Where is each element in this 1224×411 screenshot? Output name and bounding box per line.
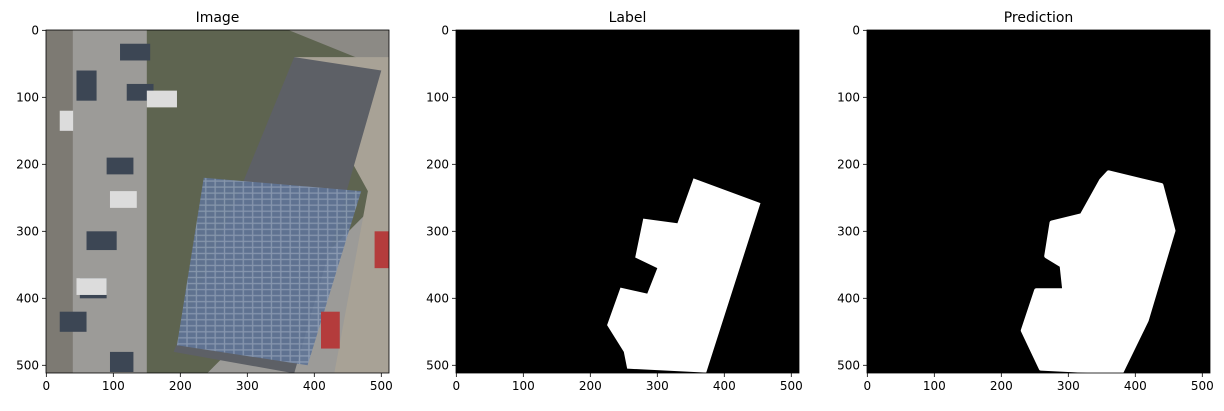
y-tick-label: 400 — [16, 291, 39, 305]
prediction-mask — [867, 30, 1210, 373]
x-tick-label: 200 — [990, 379, 1013, 393]
x-tick-label: 0 — [864, 379, 872, 393]
x-tick-label: 400 — [303, 379, 326, 393]
x-tick-label: 100 — [923, 379, 946, 393]
aerial-image — [46, 30, 389, 373]
x-tick-label: 100 — [512, 379, 535, 393]
y-tick-label: 500 — [426, 358, 449, 372]
x-tick-label: 500 — [780, 379, 803, 393]
y-tick-label: 300 — [16, 224, 39, 238]
y-tick-label: 300 — [837, 224, 860, 238]
axes-frame — [455, 29, 800, 374]
y-tick-label: 0 — [852, 23, 860, 37]
y-tick-label: 400 — [837, 291, 860, 305]
y-tick-label: 200 — [16, 157, 39, 171]
y-tick-label: 500 — [837, 358, 860, 372]
x-tick-label: 300 — [236, 379, 259, 393]
x-tick-label: 300 — [1057, 379, 1080, 393]
y-tick-label: 100 — [837, 90, 860, 104]
x-tick-label: 300 — [646, 379, 669, 393]
x-tick-label: 100 — [102, 379, 125, 393]
label-mask — [456, 30, 799, 373]
y-tick-label: 200 — [426, 157, 449, 171]
x-tick-label: 500 — [370, 379, 393, 393]
axes-title: Label — [609, 10, 647, 26]
y-tick-label: 200 — [837, 157, 860, 171]
x-tick-label: 0 — [453, 379, 461, 393]
x-tick-label: 0 — [43, 379, 51, 393]
y-tick-label: 100 — [16, 90, 39, 104]
x-tick-label: 200 — [169, 379, 192, 393]
y-tick-label: 0 — [31, 23, 39, 37]
x-tick-label: 500 — [1191, 379, 1214, 393]
y-tick-label: 400 — [426, 291, 449, 305]
x-tick-label: 400 — [1124, 379, 1147, 393]
axes-frame — [866, 29, 1211, 374]
axes-title: Image — [196, 10, 240, 26]
y-tick-label: 500 — [16, 358, 39, 372]
x-tick-label: 400 — [713, 379, 736, 393]
axes-frame — [45, 29, 390, 374]
y-tick-label: 0 — [441, 23, 449, 37]
y-tick-label: 100 — [426, 90, 449, 104]
x-tick-label: 200 — [579, 379, 602, 393]
axes-title: Prediction — [1004, 10, 1074, 26]
y-tick-label: 300 — [426, 224, 449, 238]
